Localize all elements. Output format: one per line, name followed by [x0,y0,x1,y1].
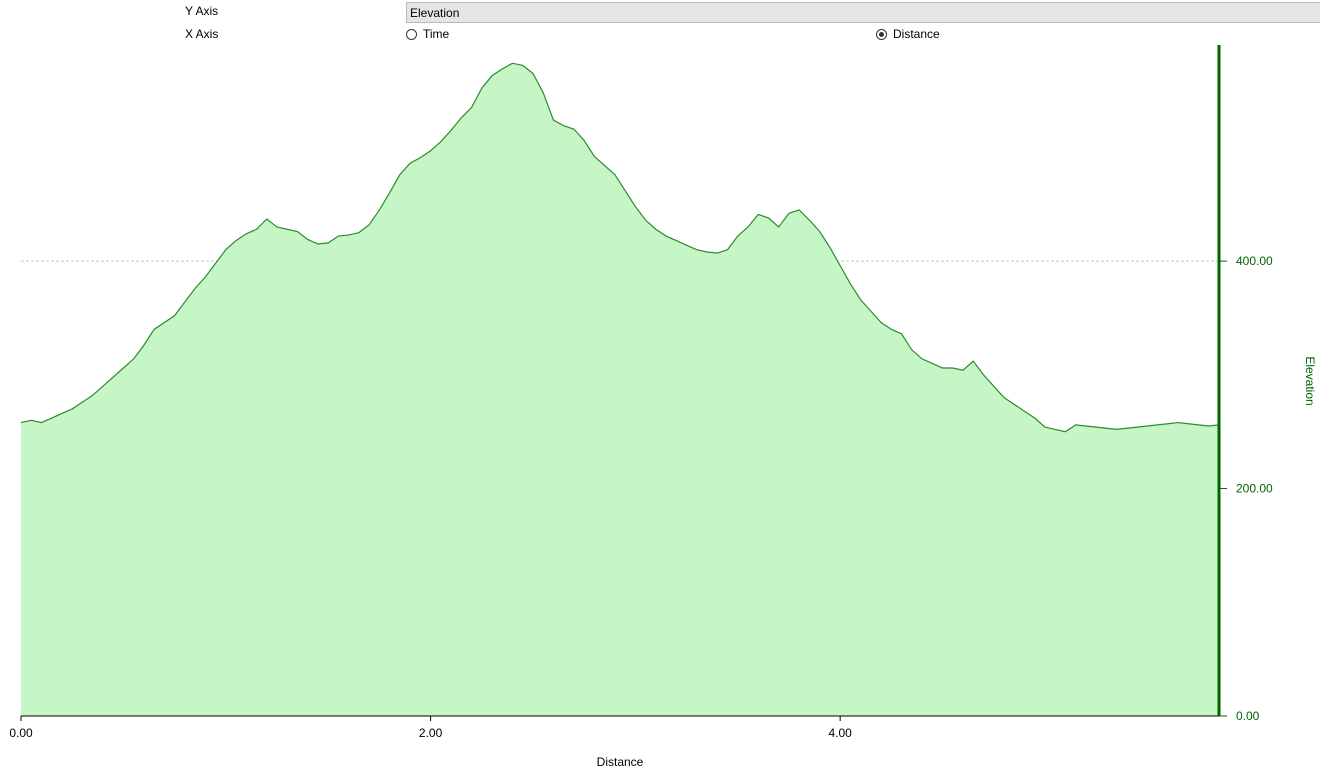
y-axis-title: Elevation [1303,356,1317,405]
x-axis-time-radio[interactable]: Time [406,27,449,41]
elevation-area-fill [21,63,1219,716]
x-axis-label: X Axis [185,27,219,41]
radio-button-icon[interactable] [876,28,887,40]
y-axis-label: Y Axis [185,4,219,18]
x-axis-ticks: 0.00 2.00 4.00 [9,716,852,740]
elevation-series-line [20,62,1220,433]
x-tick-label: 4.00 [828,726,852,740]
radio-button-icon[interactable] [406,28,417,40]
y-tick-label: 400.00 [1236,254,1273,268]
x-tick-label: 2.00 [419,726,443,740]
x-axis-distance-radio[interactable]: Distance [876,27,940,41]
radio-distance-label: Distance [893,27,940,41]
x-axis-title: Distance [597,755,644,768]
y-axis-select[interactable]: Elevation [406,2,1320,23]
x-tick-label: 0.00 [9,726,33,740]
radio-time-label: Time [423,27,450,41]
y-axis-ticks: 0.00 200.00 400.00 [1219,254,1273,723]
y-tick-label: 200.00 [1236,482,1273,496]
y-tick-label: 0.00 [1236,709,1260,723]
